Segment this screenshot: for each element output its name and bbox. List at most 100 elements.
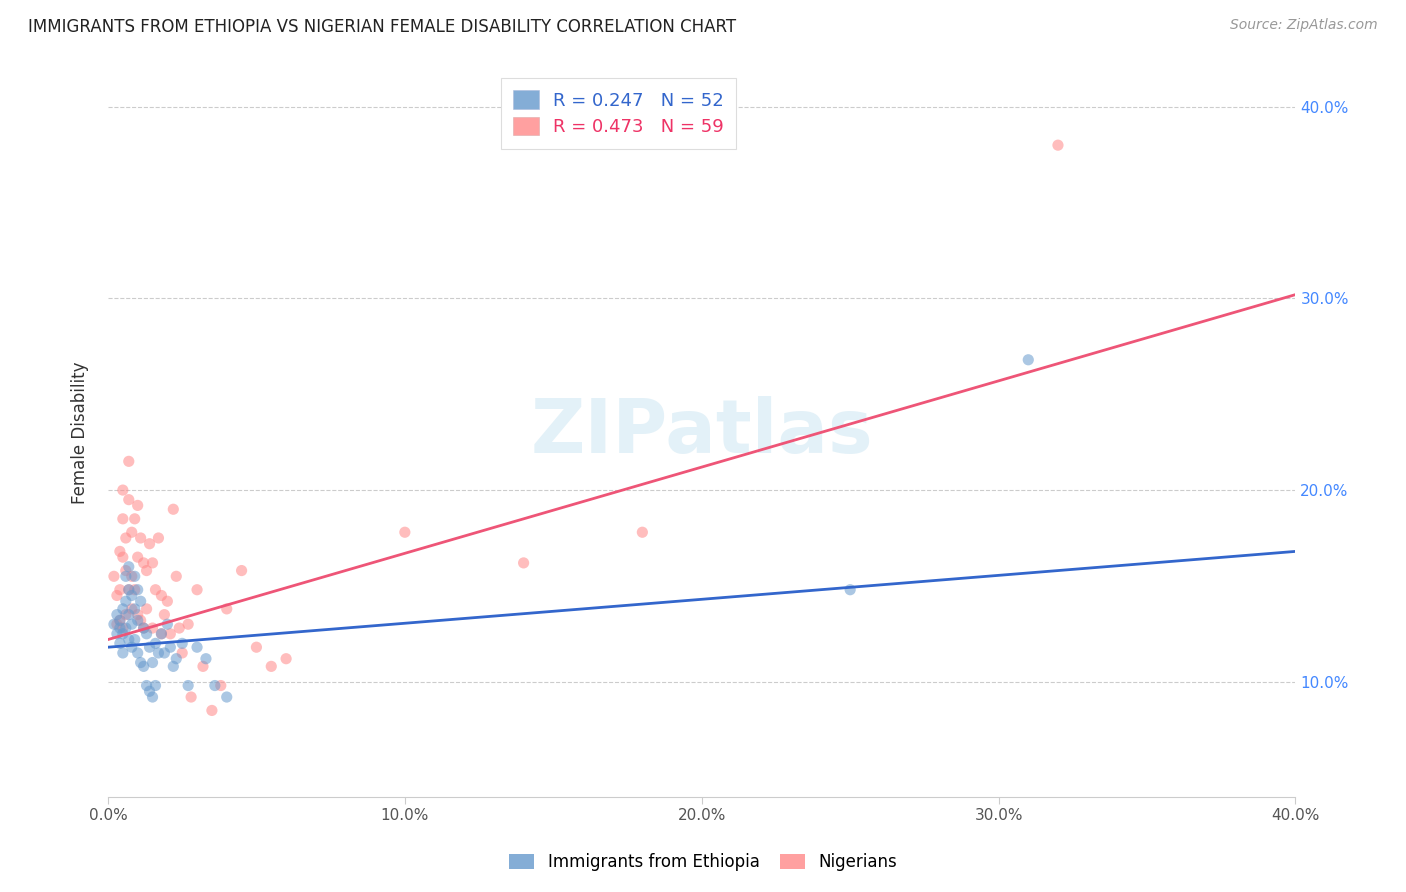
Point bbox=[148, 531, 170, 545]
Point bbox=[105, 617, 128, 632]
Point bbox=[103, 617, 125, 632]
Point bbox=[159, 627, 181, 641]
Point bbox=[512, 556, 534, 570]
Point bbox=[145, 636, 167, 650]
Point bbox=[118, 559, 141, 574]
Point bbox=[1046, 138, 1069, 153]
Point bbox=[121, 640, 143, 655]
Point bbox=[121, 602, 143, 616]
Point bbox=[129, 613, 152, 627]
Point bbox=[156, 617, 179, 632]
Point bbox=[118, 632, 141, 647]
Point bbox=[135, 627, 157, 641]
Point bbox=[127, 607, 149, 622]
Point bbox=[127, 499, 149, 513]
Point bbox=[159, 640, 181, 655]
Point bbox=[156, 594, 179, 608]
Point bbox=[138, 684, 160, 698]
Point bbox=[121, 589, 143, 603]
Point bbox=[111, 483, 134, 497]
Point bbox=[231, 564, 253, 578]
Point bbox=[129, 656, 152, 670]
Point bbox=[150, 627, 173, 641]
Point bbox=[165, 569, 187, 583]
Point bbox=[108, 621, 131, 635]
Point bbox=[1017, 352, 1039, 367]
Point bbox=[167, 621, 190, 635]
Point bbox=[260, 659, 283, 673]
Point bbox=[111, 512, 134, 526]
Point bbox=[150, 627, 173, 641]
Point bbox=[141, 556, 163, 570]
Point bbox=[127, 646, 149, 660]
Point bbox=[118, 454, 141, 468]
Point bbox=[201, 703, 224, 717]
Point bbox=[105, 589, 128, 603]
Y-axis label: Female Disability: Female Disability bbox=[72, 361, 89, 504]
Point bbox=[121, 569, 143, 583]
Point bbox=[209, 679, 232, 693]
Point bbox=[153, 646, 176, 660]
Text: ZIPatlas: ZIPatlas bbox=[530, 396, 873, 469]
Point bbox=[129, 531, 152, 545]
Point bbox=[215, 690, 238, 704]
Point bbox=[180, 690, 202, 704]
Point bbox=[127, 613, 149, 627]
Point bbox=[165, 651, 187, 665]
Point bbox=[186, 640, 208, 655]
Point bbox=[114, 564, 136, 578]
Point bbox=[839, 582, 862, 597]
Point bbox=[274, 651, 297, 665]
Point bbox=[162, 502, 184, 516]
Point bbox=[124, 632, 146, 647]
Point bbox=[108, 636, 131, 650]
Point bbox=[114, 594, 136, 608]
Point bbox=[127, 582, 149, 597]
Point bbox=[129, 594, 152, 608]
Point bbox=[121, 617, 143, 632]
Point bbox=[127, 550, 149, 565]
Point bbox=[114, 621, 136, 635]
Point bbox=[394, 525, 416, 540]
Point bbox=[118, 492, 141, 507]
Point bbox=[194, 651, 217, 665]
Point bbox=[191, 659, 214, 673]
Point bbox=[114, 607, 136, 622]
Point bbox=[145, 582, 167, 597]
Point bbox=[108, 544, 131, 558]
Point bbox=[124, 512, 146, 526]
Point bbox=[145, 679, 167, 693]
Point bbox=[204, 679, 226, 693]
Point bbox=[141, 690, 163, 704]
Point bbox=[138, 640, 160, 655]
Point bbox=[124, 602, 146, 616]
Point bbox=[108, 613, 131, 627]
Point bbox=[111, 627, 134, 641]
Text: Source: ZipAtlas.com: Source: ZipAtlas.com bbox=[1230, 18, 1378, 32]
Point bbox=[124, 569, 146, 583]
Point bbox=[186, 582, 208, 597]
Point bbox=[177, 679, 200, 693]
Point bbox=[177, 617, 200, 632]
Point bbox=[132, 621, 155, 635]
Point bbox=[118, 582, 141, 597]
Point bbox=[105, 607, 128, 622]
Legend: Immigrants from Ethiopia, Nigerians: Immigrants from Ethiopia, Nigerians bbox=[501, 845, 905, 880]
Point bbox=[114, 531, 136, 545]
Point bbox=[631, 525, 654, 540]
Point bbox=[138, 537, 160, 551]
Point bbox=[105, 627, 128, 641]
Point bbox=[172, 636, 194, 650]
Point bbox=[111, 550, 134, 565]
Point bbox=[111, 646, 134, 660]
Point bbox=[118, 607, 141, 622]
Point bbox=[245, 640, 267, 655]
Point bbox=[111, 602, 134, 616]
Point bbox=[124, 582, 146, 597]
Point bbox=[215, 602, 238, 616]
Point bbox=[135, 564, 157, 578]
Point bbox=[141, 656, 163, 670]
Point bbox=[132, 659, 155, 673]
Point bbox=[135, 679, 157, 693]
Point bbox=[150, 589, 173, 603]
